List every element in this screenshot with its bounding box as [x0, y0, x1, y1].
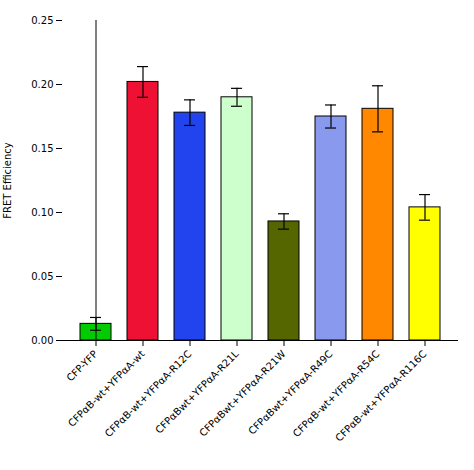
svg-text:CFPαBwt+YFPαA-R21L: CFPαBwt+YFPαA-R21L	[153, 348, 241, 436]
svg-text:0.15: 0.15	[31, 143, 53, 154]
svg-text:0.10: 0.10	[31, 207, 53, 218]
svg-text:CFPαB-wt+YFPαA-R12C: CFPαB-wt+YFPαA-R12C	[103, 348, 194, 439]
svg-text:CFPαB-wt+YFPαA-wt: CFPαB-wt+YFPαA-wt	[66, 348, 147, 429]
svg-text:CFPαB-wt+YFPαA-R54C: CFPαB-wt+YFPαA-R54C	[291, 348, 382, 439]
svg-text:0.05: 0.05	[31, 271, 53, 282]
svg-text:CFP-YFP: CFP-YFP	[64, 348, 99, 383]
svg-text:CFPαBwt+YFPαA-R21W: CFPαBwt+YFPαA-R21W	[197, 348, 288, 439]
svg-text:FRET Efficiency: FRET Efficiency	[2, 142, 13, 219]
svg-text:CFPαBwt+YFPαA-R49C: CFPαBwt+YFPαA-R49C	[246, 348, 334, 436]
svg-text:0.20: 0.20	[31, 79, 53, 90]
svg-text:0.00: 0.00	[31, 335, 53, 346]
svg-text:0.25: 0.25	[31, 15, 53, 26]
svg-text:CFPαB-wt+YFPαA-R116C: CFPαB-wt+YFPαA-R116C	[333, 348, 428, 443]
